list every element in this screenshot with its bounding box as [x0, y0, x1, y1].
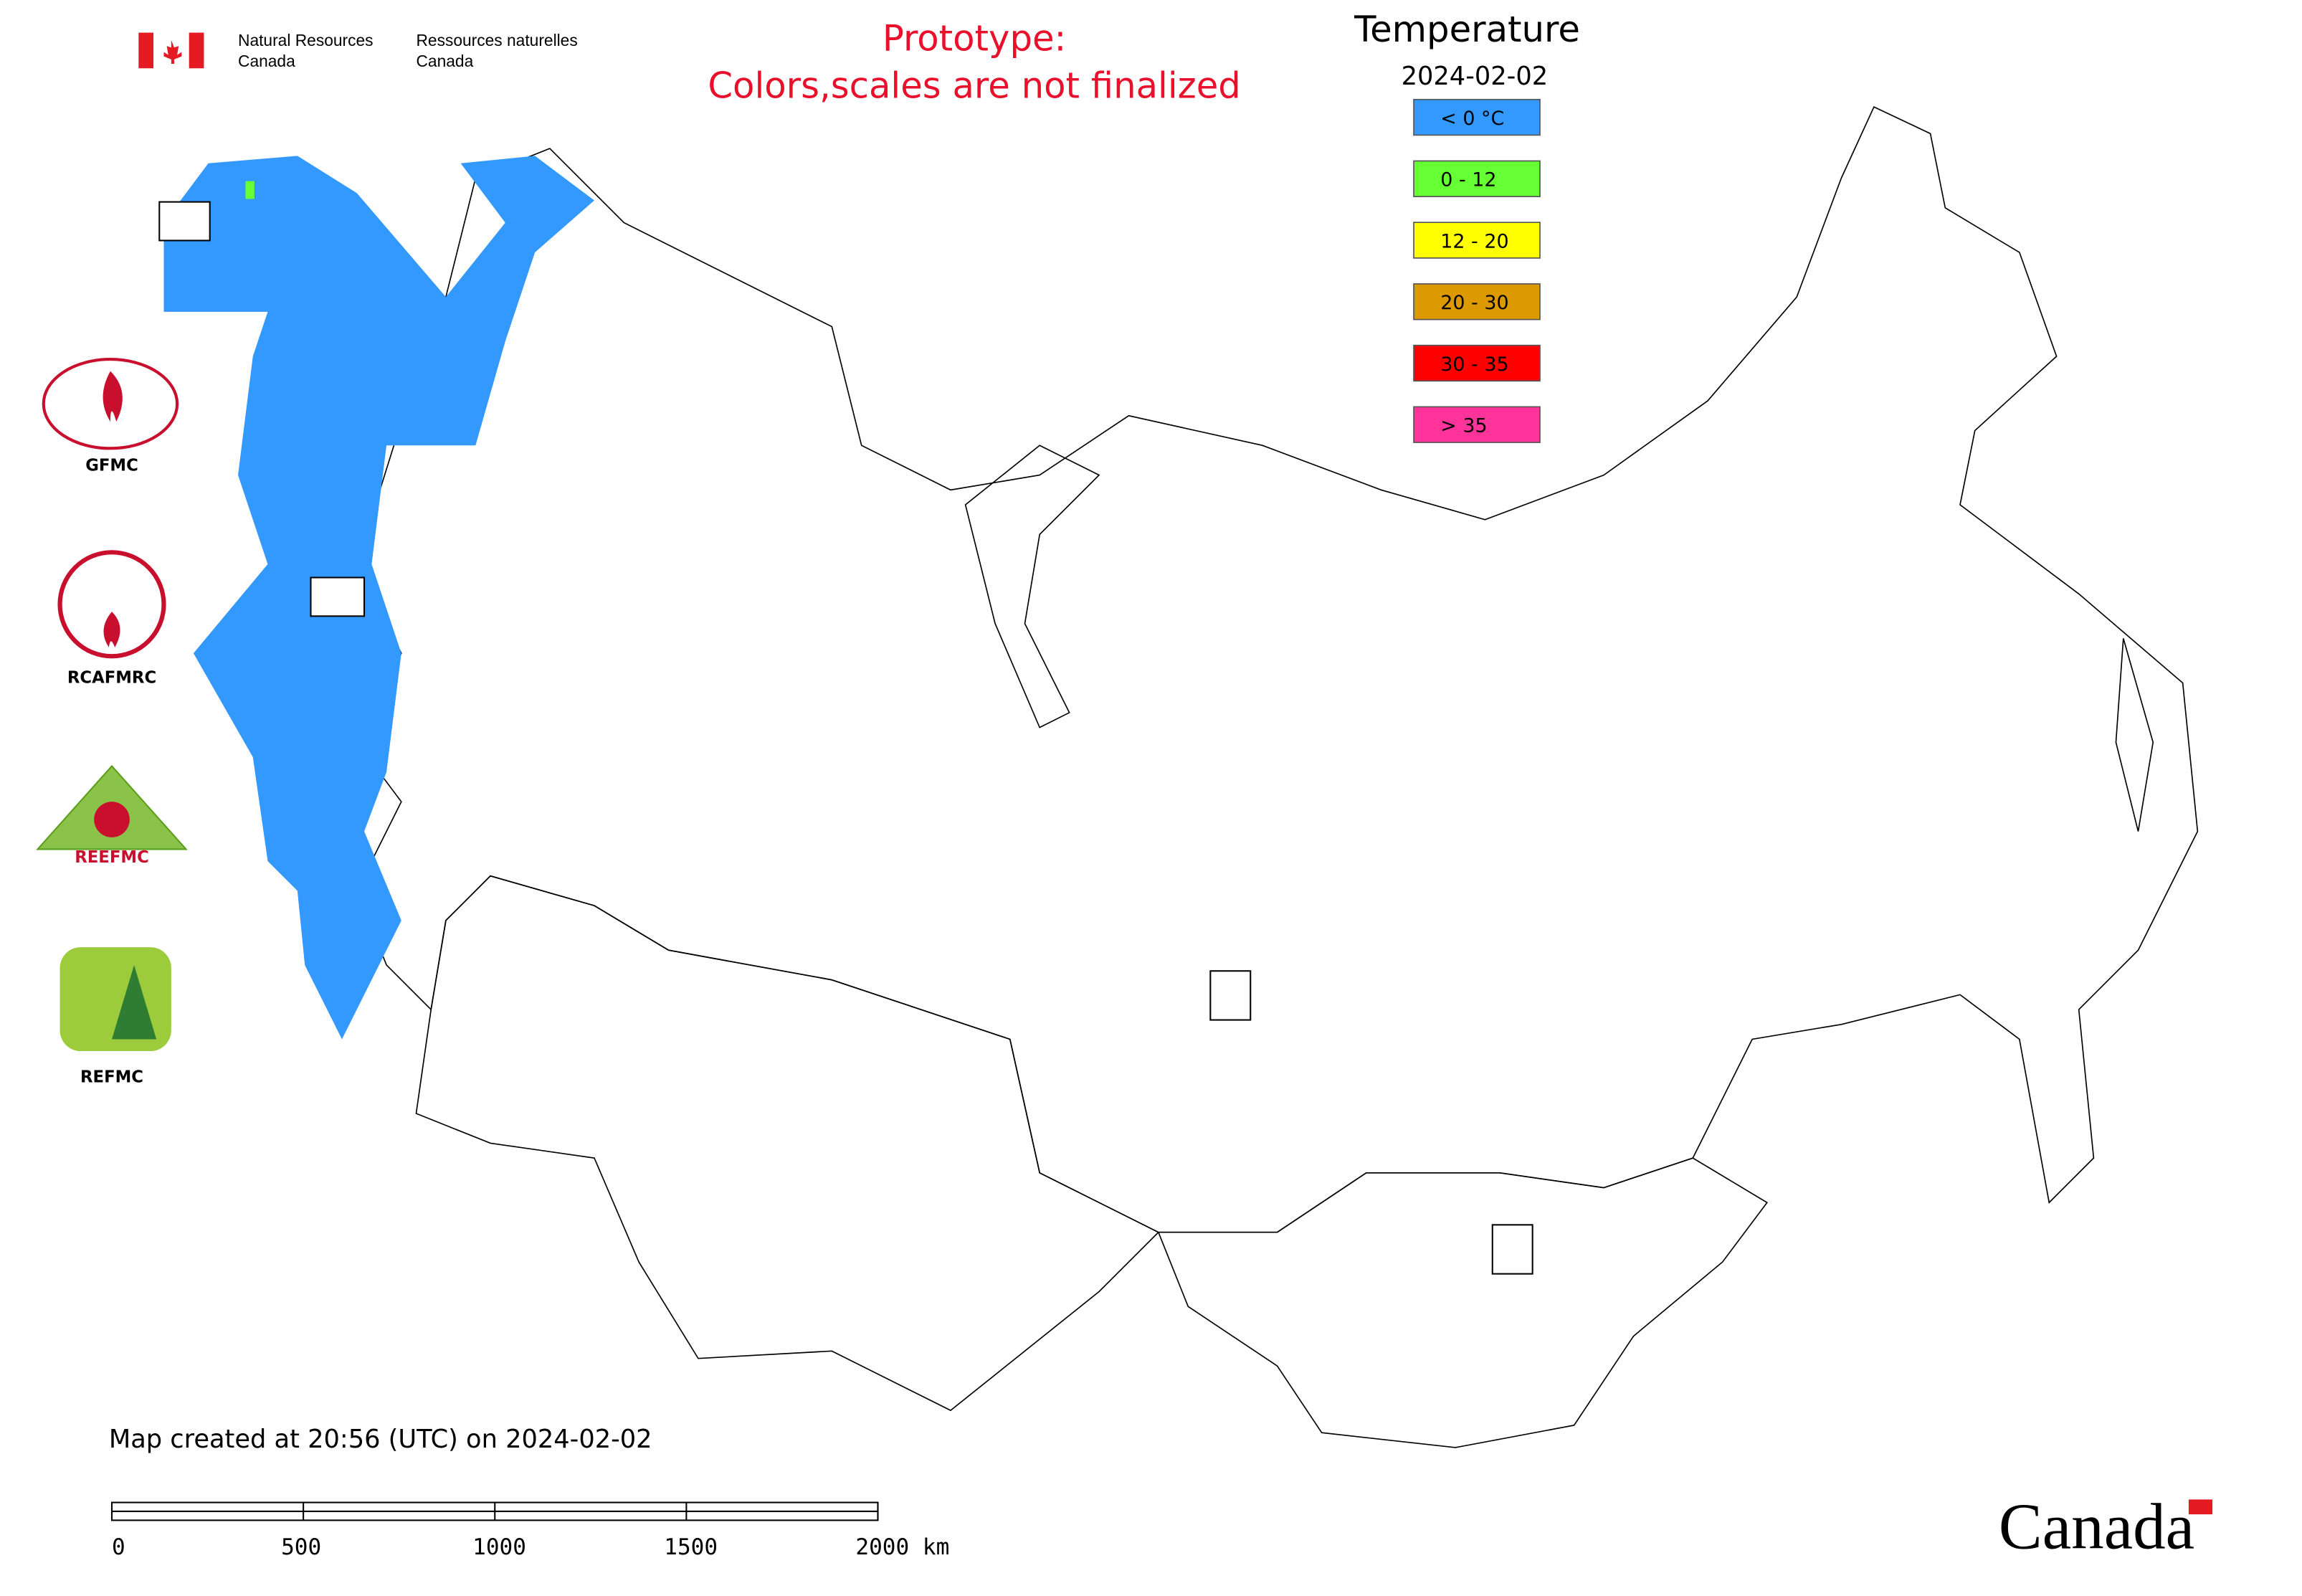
scale-label: 0: [112, 1534, 125, 1560]
flag-bar: [189, 32, 204, 69]
legend-title: Temperature: [1354, 9, 1580, 50]
logo-text: REEFMC: [75, 848, 149, 867]
temperature-area-warm: [245, 181, 255, 199]
logo-rcafmrc: [57, 550, 166, 659]
logo-refmc: [60, 947, 171, 1052]
logo-label: REFMC: [80, 1068, 143, 1087]
org-name: Natural Resources: [238, 31, 374, 49]
map-marker: [1209, 970, 1252, 1021]
maple-leaf: [163, 39, 182, 65]
mongolia-outline: [1157, 1157, 1769, 1448]
logo-reefmc: REEFMC: [36, 764, 188, 867]
legend-swatch: [1413, 98, 1541, 136]
legend-label: 30 - 35: [1440, 353, 1508, 376]
canada-wordmark: Canada: [1999, 1491, 2194, 1563]
logo-flame: [103, 612, 120, 647]
scale-label: 1000: [472, 1534, 526, 1560]
legend: Temperature 2024-02-02 < 0 °C 0 - 12 12 - …: [1354, 9, 1580, 443]
map-marker: [1491, 1224, 1533, 1275]
legend-label: > 35: [1440, 415, 1487, 437]
novaya-zemlya: [964, 445, 1100, 728]
notice: Colors,scales are not finalized: [708, 65, 1240, 107]
logo-gfmc: [42, 358, 179, 450]
temperature-area: [163, 156, 594, 1040]
notice: Prototype:: [883, 17, 1066, 59]
logo-label: RCAFMRC: [67, 669, 156, 688]
scale-label: 2000 km: [855, 1534, 949, 1560]
sakhalin: [2115, 638, 2154, 832]
logo-flame: [103, 371, 123, 422]
legend-label: 12 - 20: [1440, 230, 1508, 252]
nrcan-signature: Natural Resources Canada Ressources natu…: [138, 31, 578, 70]
legend-label: < 0 °C: [1440, 108, 1504, 130]
logo-shape: [57, 550, 166, 659]
org-name: Canada: [417, 52, 474, 70]
legend-swatch: [1413, 344, 1541, 382]
flag-bar: [138, 32, 153, 69]
logo-emblem: [94, 802, 130, 837]
scale-label: 1500: [664, 1534, 718, 1560]
map-marker: [310, 576, 366, 617]
scale-label: 500: [281, 1534, 321, 1560]
org-name: Ressources naturelles: [417, 31, 578, 49]
map-created: Map created at 20:56 (UTC) on 2024-02-02: [109, 1425, 652, 1454]
legend-swatch: [1413, 406, 1541, 443]
russia-outline: [356, 105, 2199, 1233]
legend-label: 20 - 30: [1440, 292, 1508, 314]
map-marker: [158, 201, 211, 242]
kazakhstan-outline: [415, 875, 1160, 1412]
legend-swatch: [1413, 222, 1541, 259]
org-name: Canada: [238, 52, 295, 70]
legend-swatch: [1413, 283, 1541, 320]
legend-date: 2024-02-02: [1402, 62, 1549, 91]
logo-label: GFMC: [85, 456, 138, 475]
logo-emblem: [112, 964, 157, 1040]
legend-label: 0 - 12: [1440, 169, 1496, 191]
legend-swatch: [1413, 160, 1541, 197]
scale-bar: 0 500 1000 1500 2000 km: [110, 1501, 949, 1560]
wordmark-flag: [2188, 1499, 2213, 1515]
map-outlines: [356, 105, 2199, 1448]
